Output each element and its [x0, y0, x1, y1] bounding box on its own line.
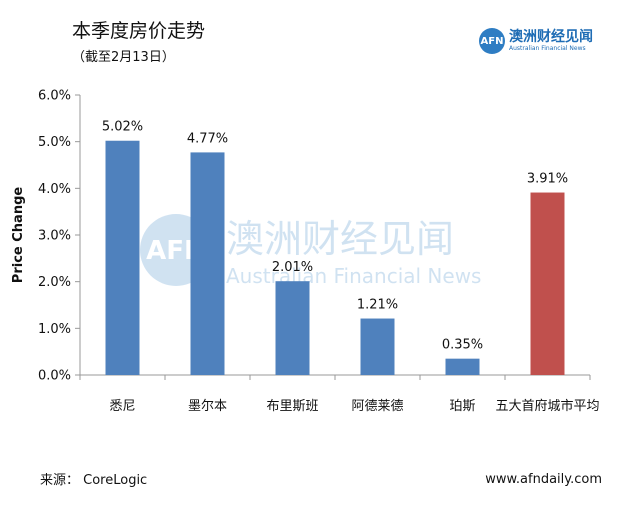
bar-value-label: 0.35%: [442, 338, 483, 353]
website-link[interactable]: www.afndaily.com: [485, 472, 602, 487]
brand-logo: AFN 澳洲财经见闻 Australian Financial News: [479, 28, 593, 54]
bar-value-label: 5.02%: [102, 120, 143, 135]
bar: [275, 281, 310, 375]
y-tick-label: 5.0%: [38, 135, 71, 150]
chart-bars: [105, 140, 565, 375]
source-note: 来源： CoreLogic: [40, 473, 148, 488]
bar: [445, 358, 480, 375]
y-tick-label: 2.0%: [38, 275, 71, 290]
bar-value-label: 3.91%: [527, 172, 568, 187]
bar-value-label: 2.01%: [272, 260, 313, 275]
y-tick-label: 6.0%: [38, 89, 71, 104]
y-tick-label: 0.0%: [38, 369, 71, 384]
x-tick-label: 悉尼: [109, 399, 135, 414]
y-tick-label: 1.0%: [38, 322, 71, 337]
afn-logo-icon: AFN: [479, 28, 505, 54]
bar: [360, 318, 395, 375]
x-tick-label: 布里斯班: [266, 399, 318, 414]
watermark-name-en: Australian Financial News: [226, 264, 481, 288]
bar: [105, 140, 140, 375]
bar: [530, 192, 565, 375]
bar-value-label: 1.21%: [357, 298, 398, 313]
y-axis-title: Price Change: [11, 187, 26, 284]
chart-title: 本季度房价走势: [72, 20, 206, 42]
x-tick-label: 墨尔本: [188, 399, 227, 414]
logo-name-cn: 澳洲财经见闻: [509, 29, 593, 45]
logo-text: 澳洲财经见闻 Australian Financial News: [509, 29, 593, 53]
x-tick-label: 阿德莱德: [351, 399, 403, 414]
watermark-name-cn: 澳洲财经见闻: [226, 217, 454, 261]
chart-subtitle: （截至2月13日）: [72, 50, 175, 65]
y-tick-label: 3.0%: [38, 229, 71, 244]
x-tick-label: 珀斯: [449, 399, 475, 414]
chart-axes: 0.0% 1.0% 2.0% 3.0% 4.0% 5.0% 6.0% Price Change: [11, 89, 591, 384]
bar-value-label: 4.77%: [187, 131, 228, 146]
logo-name-en: Australian Financial News: [509, 45, 586, 52]
x-tick-label: 五大首府城市平均: [495, 398, 599, 414]
bar: [190, 152, 225, 375]
chart-labels: 5.02% 悉尼 4.77% 墨尔本 2.01% 布里斯班 1.21% 阿德莱德 0.35% 珀斯…: [102, 120, 600, 414]
y-tick-label: 4.0%: [38, 182, 71, 197]
